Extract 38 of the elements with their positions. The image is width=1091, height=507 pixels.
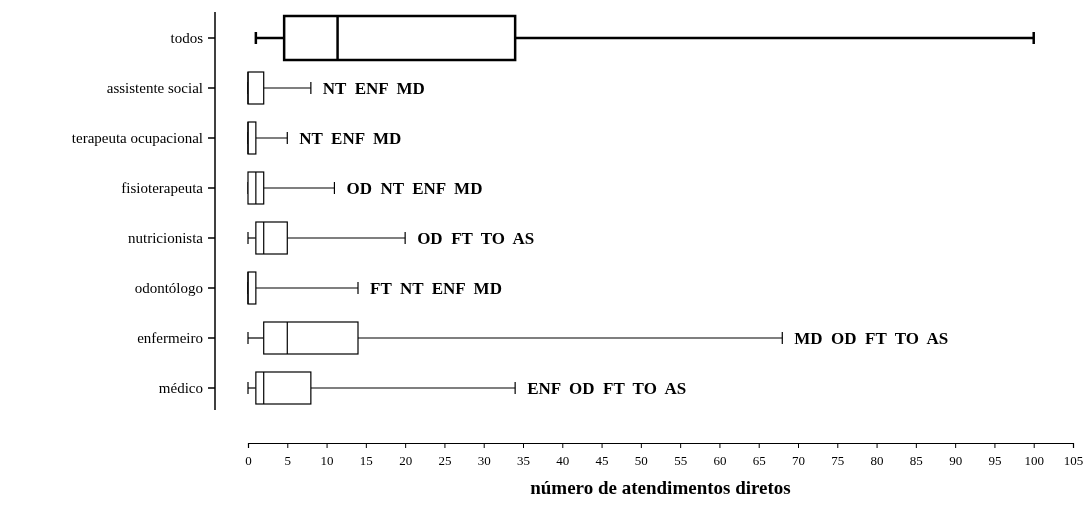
x-tick-label: 105 [1063, 453, 1084, 469]
x-tick-label: 55 [674, 453, 688, 469]
x-axis-title: número de atendimentos diretos [530, 477, 791, 498]
x-tick-label: 0 [245, 453, 252, 469]
y-tick-label: fisioterapeuta [121, 180, 204, 197]
x-tick-label: 40 [556, 453, 570, 469]
x-tick-label: 80 [870, 453, 884, 469]
x-tick-label: 10 [320, 453, 334, 469]
x-tick-label: 35 [517, 453, 530, 469]
x-tick-label: 70 [792, 453, 805, 469]
y-tick-label: todos [170, 30, 204, 47]
x-tick-label: 25 [438, 453, 452, 469]
annotation: FT NT ENF MD [370, 278, 502, 298]
y-tick-label: enfermeiro [137, 330, 203, 347]
x-tick-label: 50 [634, 453, 648, 469]
annotation: OD FT TO AS [417, 228, 535, 248]
x-tick-label: 45 [595, 453, 609, 469]
annotation: NT ENF MD [322, 78, 425, 98]
x-tick-label: 20 [399, 453, 413, 469]
x-tick-label: 85 [909, 453, 923, 469]
y-tick-label: nutricionista [128, 230, 204, 247]
annotation: MD OD FT TO AS [794, 328, 949, 348]
x-tick-label: 60 [713, 453, 727, 469]
annotation: OD NT ENF MD [346, 178, 483, 198]
annotation: NT ENF MD [299, 128, 402, 148]
y-tick-label: médico [158, 380, 203, 397]
x-tick-label: 65 [752, 453, 766, 469]
x-tick-label: 30 [477, 453, 491, 469]
x-tick-label: 90 [949, 453, 963, 469]
annotation: ENF OD FT TO AS [527, 378, 687, 398]
y-tick-label: assistente social [106, 80, 203, 97]
y-tick-label: terapeuta ocupacional [71, 130, 203, 147]
x-tick-label: 95 [988, 453, 1002, 469]
x-tick-label: 100 [1024, 453, 1044, 469]
x-tick-label: 15 [359, 453, 373, 469]
x-tick-label: 5 [284, 453, 292, 469]
x-tick-label: 75 [831, 453, 845, 469]
y-tick-label: odontólogo [134, 280, 203, 297]
